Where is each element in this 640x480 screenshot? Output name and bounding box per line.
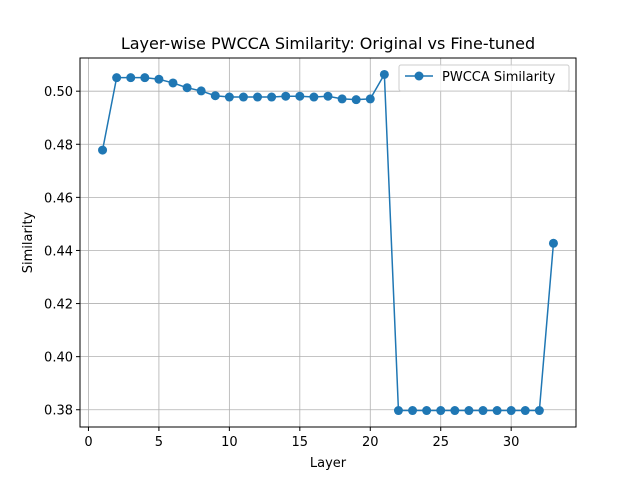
data-point	[506, 406, 516, 416]
data-point	[450, 406, 460, 416]
y-axis-label: Similarity	[21, 211, 36, 273]
data-point	[196, 86, 206, 96]
data-point	[408, 406, 418, 416]
ticks: 0 5 10 15 20 25 30 0.38 0.40 0.42 0.44 0.46 0.48 0.50	[44, 85, 519, 450]
x-tick-label: 20	[362, 435, 379, 450]
x-tick-label: 15	[292, 435, 309, 450]
data-point	[351, 95, 361, 105]
data-point	[112, 73, 122, 83]
y-tick-label: 0.48	[44, 138, 73, 153]
data-point	[534, 406, 544, 416]
data-point	[436, 406, 446, 416]
data-point	[422, 406, 432, 416]
data-point	[548, 238, 558, 248]
chart-title: Layer-wise PWCCA Similarity: Original vs…	[121, 34, 535, 53]
data-point	[337, 94, 347, 104]
data-point	[168, 78, 178, 88]
x-tick-label: 5	[155, 435, 163, 450]
x-tick-label: 25	[432, 435, 449, 450]
data-point	[267, 92, 277, 102]
y-tick-label: 0.46	[44, 191, 73, 206]
data-point	[492, 406, 502, 416]
data-point	[379, 69, 389, 79]
x-axis-label: Layer	[310, 456, 347, 471]
data-point	[182, 83, 192, 93]
data-point	[253, 92, 263, 102]
data-point	[140, 73, 150, 83]
data-point	[98, 145, 108, 155]
y-tick-label: 0.40	[44, 351, 73, 366]
plot-frame	[79, 57, 577, 428]
x-tick-label: 30	[503, 435, 520, 450]
legend-box	[398, 64, 570, 92]
x-tick-label: 0	[84, 435, 92, 450]
data-point	[126, 73, 136, 83]
data-point	[393, 406, 403, 416]
data-point	[224, 92, 234, 102]
y-tick-label: 0.42	[44, 298, 73, 313]
y-tick-label: 0.50	[44, 85, 73, 100]
legend-marker	[414, 71, 424, 81]
data-point	[520, 406, 530, 416]
data-point	[309, 92, 319, 102]
y-tick-label: 0.38	[44, 404, 73, 419]
legend: PWCCA Similarity	[398, 64, 570, 92]
x-tick-label: 10	[221, 435, 238, 450]
legend-label: PWCCA Similarity	[442, 70, 556, 85]
data-point	[365, 94, 375, 104]
series-layer	[98, 69, 558, 416]
data-point	[281, 91, 291, 101]
y-tick-label: 0.44	[44, 244, 73, 259]
data-point	[154, 74, 164, 84]
grid	[80, 58, 576, 427]
data-point	[210, 91, 220, 101]
data-point	[464, 406, 474, 416]
data-point	[478, 406, 488, 416]
data-point	[323, 91, 333, 101]
data-point	[238, 92, 248, 102]
data-point	[295, 91, 305, 101]
